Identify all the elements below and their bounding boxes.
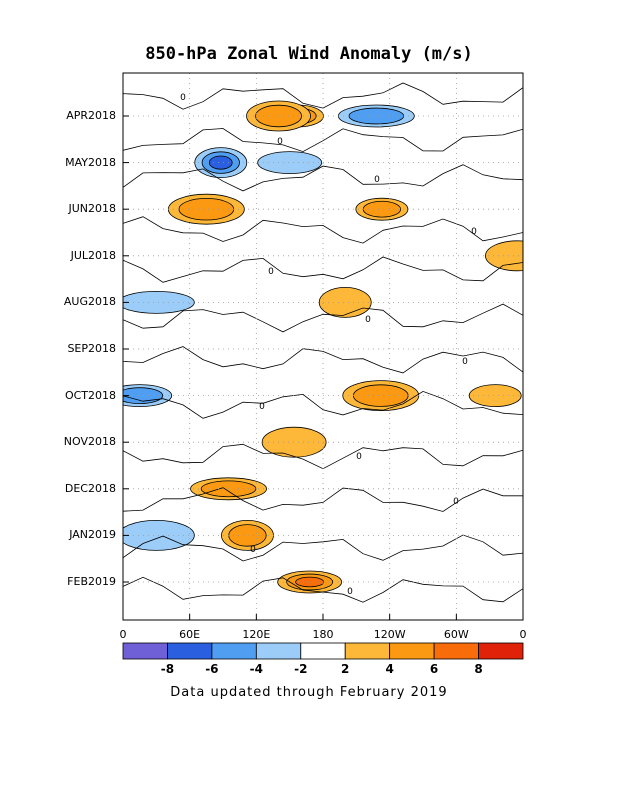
colorbar-label-6: 6 <box>429 662 439 676</box>
zero-contour-1 <box>123 128 523 153</box>
contour-label-4: 0 <box>268 267 274 277</box>
y-tick-label-0: APR2018 <box>66 109 116 122</box>
contour-label-1: 0 <box>277 137 283 147</box>
anomaly-region-7-level-0 <box>485 240 523 272</box>
zero-contour-10 <box>123 534 523 562</box>
x-tick-label-3: 180 <box>312 628 334 641</box>
colorbar-label-5: 4 <box>385 662 394 676</box>
x-tick-label-6: 0 <box>519 628 527 641</box>
contour-label-5: 0 <box>365 315 371 325</box>
contour-label-10: 0 <box>250 545 256 555</box>
contour-label-0: 0 <box>180 93 186 103</box>
x-tick-label-5: 60W <box>443 628 469 641</box>
colorbar-swatch-8 <box>478 642 524 660</box>
anomaly-region-15-level-1 <box>228 524 267 547</box>
colorbar-swatch-3 <box>255 642 302 660</box>
zero-contour-0 <box>123 82 523 110</box>
anomaly-region-4-level-0 <box>257 151 323 175</box>
contour-label-3: 0 <box>471 227 477 237</box>
colorbar-label-2: -4 <box>249 662 263 676</box>
colorbar-swatch-5 <box>344 642 391 660</box>
colorbar-label-7: 8 <box>474 662 483 676</box>
zero-contours: 0 0 0 0 0 0 0 0 0 0 0 0 <box>123 82 523 603</box>
colorbar-swatch-4 <box>300 642 346 660</box>
anomaly-region-13-level-0 <box>261 426 327 458</box>
x-tick-label-1: 60E <box>179 628 201 641</box>
x-tick-label-4: 120W <box>373 628 406 641</box>
anomaly-region-11-level-1 <box>353 384 409 407</box>
y-tick-label-9: JAN2019 <box>69 528 116 542</box>
y-tick-label-3: JUL2018 <box>70 248 116 262</box>
y-tick-label-5: SEP2018 <box>67 342 116 355</box>
y-tick-label-6: OCT2018 <box>64 388 116 402</box>
x-tick-label-0: 0 <box>119 628 127 641</box>
colorbar-swatch-7 <box>433 642 479 660</box>
anomaly-region-17-level-0 <box>123 520 195 551</box>
zero-contour-6 <box>123 346 523 374</box>
data-updated-note: Data updated through February 2019 <box>170 685 448 700</box>
anomaly-region-5-level-1 <box>178 197 235 221</box>
colorbar-swatch-0 <box>122 642 168 660</box>
grid-lines <box>123 73 523 620</box>
y-tick-label-8: DEC2018 <box>64 481 116 495</box>
zero-contour-3 <box>123 216 523 244</box>
anomaly-region-16-level-2 <box>295 576 325 588</box>
colorbar-label-3: -2 <box>294 662 308 676</box>
y-tick-label-10: FEB2019 <box>67 575 116 588</box>
zero-contour-8 <box>123 443 523 470</box>
zero-contour-5 <box>123 303 523 333</box>
y-tick-label-7: NOV2018 <box>63 435 116 449</box>
contour-label-11: 0 <box>347 587 353 597</box>
colorbar-label-1: -6 <box>205 662 219 676</box>
colorbar-label-4: 2 <box>341 662 350 676</box>
colorbar-swatch-2 <box>211 642 257 660</box>
anomaly-region-3-level-2 <box>208 155 233 170</box>
contour-label-2: 0 <box>374 175 380 185</box>
anomaly-region-8-level-0 <box>123 291 195 314</box>
axis-ticks <box>122 115 524 620</box>
colorbar-swatch-1 <box>167 642 213 660</box>
contour-label-9: 0 <box>453 497 459 507</box>
y-tick-label-1: MAY2018 <box>65 155 116 169</box>
anomaly-region-12-level-0 <box>468 384 522 408</box>
zero-contour-2 <box>123 164 523 192</box>
contour-label-6: 0 <box>462 357 468 367</box>
anomaly-region-2-level-1 <box>348 107 405 125</box>
x-tick-label-2: 120E <box>242 628 271 641</box>
colorbar-label-0: -8 <box>160 662 175 676</box>
y-tick-label-4: AUG2018 <box>63 295 116 309</box>
zero-contour-9 <box>123 487 523 512</box>
zero-contour-7 <box>123 390 523 419</box>
zero-contour-4 <box>123 256 523 283</box>
colorbar-swatch-6 <box>389 642 435 660</box>
colorbar <box>122 642 524 660</box>
anomaly-region-10-level-1 <box>123 387 164 404</box>
chart-title: 850-hPa Zonal Wind Anomaly (m/s) <box>145 44 473 64</box>
zero-contour-11 <box>123 576 523 603</box>
y-tick-label-2: JUN2018 <box>68 202 116 216</box>
contour-label-7: 0 <box>259 402 265 412</box>
contour-label-8: 0 <box>356 452 362 462</box>
